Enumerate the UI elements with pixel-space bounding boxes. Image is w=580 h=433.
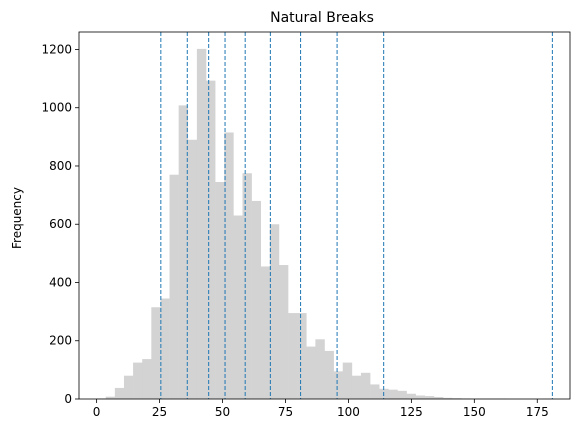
- histogram-bars: [96, 48, 553, 400]
- histogram-bar: [370, 384, 380, 399]
- histogram-bar: [169, 174, 179, 399]
- histogram-bar: [288, 313, 298, 399]
- y-tick-label: 400: [49, 275, 72, 289]
- chart-title: Natural Breaks: [270, 10, 374, 26]
- histogram-bar: [178, 105, 189, 400]
- histogram-bar: [114, 387, 125, 399]
- histogram-bar: [360, 372, 371, 399]
- histogram-bar: [306, 346, 316, 399]
- histogram-bar: [242, 173, 252, 399]
- y-tick-label: 600: [49, 217, 72, 231]
- histogram-bar: [406, 393, 416, 399]
- x-tick-label: 175: [526, 405, 549, 419]
- histogram-bar: [196, 48, 207, 400]
- histogram-bar: [333, 371, 344, 399]
- histogram-bar: [123, 375, 134, 399]
- y-tick-label: 800: [49, 159, 72, 173]
- y-axis-label: Frequency: [10, 187, 24, 249]
- histogram-bar: [206, 80, 216, 400]
- histogram-bar: [105, 396, 116, 399]
- histogram-bar: [151, 307, 161, 399]
- histogram-bar: [433, 396, 444, 399]
- histogram-bar: [342, 362, 353, 399]
- y-tick-label: 0: [64, 392, 72, 406]
- histogram-bar: [397, 390, 407, 399]
- histogram-bar: [351, 375, 362, 399]
- histogram-bar: [251, 200, 261, 399]
- histogram-bar: [315, 339, 325, 399]
- y-axis-ticks: 0 200 400 600 800 1000 1200: [41, 42, 79, 406]
- histogram-bar: [297, 313, 307, 399]
- axes-frame: [78, 31, 571, 400]
- histogram-bar: [133, 362, 143, 399]
- histogram-bar: [388, 389, 398, 399]
- histogram-bar: [324, 350, 334, 399]
- y-tick-label: 1200: [41, 42, 72, 56]
- histogram-bar: [215, 182, 225, 399]
- histogram-bar: [260, 266, 271, 399]
- histogram-bar: [269, 224, 280, 399]
- histogram-bar: [442, 397, 453, 399]
- histogram-bar: [187, 139, 198, 399]
- x-tick-label: 100: [337, 405, 360, 419]
- break-lines: [160, 32, 553, 399]
- histogram-bar: [278, 265, 289, 399]
- y-tick-label: 200: [49, 334, 72, 348]
- x-tick-label: 50: [215, 405, 230, 419]
- histogram-bar: [233, 215, 243, 399]
- histogram-bar: [415, 395, 426, 399]
- histogram-bar: [142, 359, 152, 399]
- x-tick-label: 150: [463, 405, 486, 419]
- x-tick-label: 75: [278, 405, 293, 419]
- histogram-bar: [224, 132, 234, 399]
- x-axis-ticks: 0 25 50 75 100 125 150 175: [93, 399, 549, 419]
- x-tick-label: 125: [400, 405, 423, 419]
- histogram-bar: [424, 396, 435, 399]
- y-tick-label: 1000: [41, 101, 72, 115]
- x-tick-label: 25: [152, 405, 167, 419]
- x-tick-label: 0: [93, 405, 101, 419]
- histogram-bar: [160, 298, 170, 399]
- histogram-bar: [452, 398, 462, 399]
